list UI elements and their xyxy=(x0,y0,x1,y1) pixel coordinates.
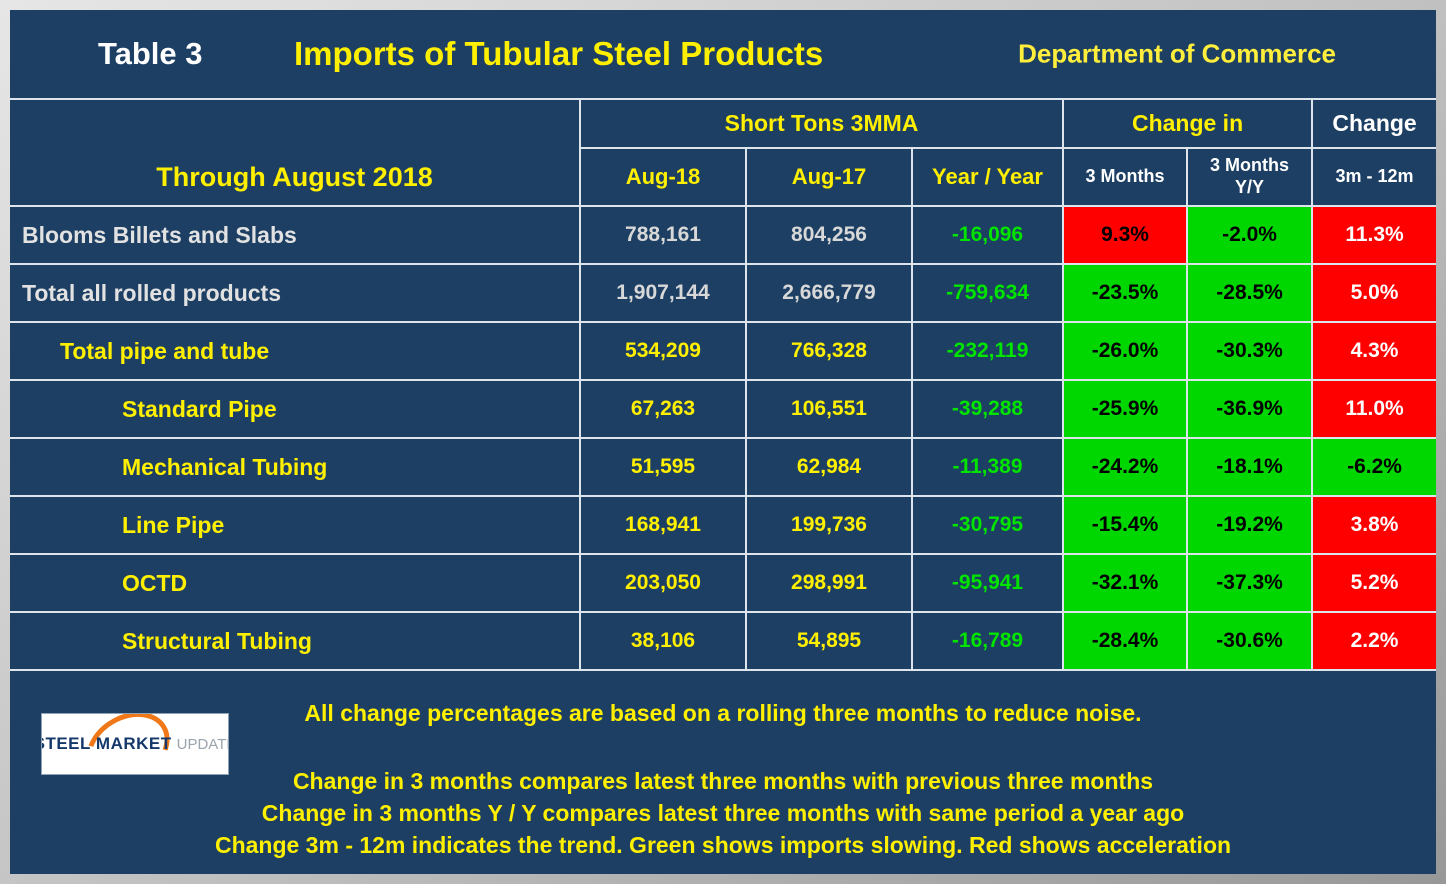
aug18-value: 67,263 xyxy=(579,379,747,439)
group-header-short-tons: Short Tons 3MMA xyxy=(578,98,1065,149)
change-3m-12m-cell: 5.0% xyxy=(1311,263,1436,323)
footnote-trend: Change 3m - 12m indicates the trend. Gre… xyxy=(214,832,1232,858)
change-3m-yy-cell: -19.2% xyxy=(1186,495,1314,555)
change-3m-cell: 9.3% xyxy=(1062,205,1189,265)
footnote-3m-yy: Change in 3 months Y / Y compares latest… xyxy=(261,800,1185,826)
aug17-value: 106,551 xyxy=(745,379,913,439)
group-header-change: Change xyxy=(1311,98,1436,149)
page-title: Imports of Tubular Steel Products xyxy=(294,35,824,72)
col-header-aug18: Aug-18 xyxy=(580,147,747,207)
year-year-value: -95,941 xyxy=(910,553,1065,613)
footnote-noise: All change percentages are based on a ro… xyxy=(304,700,1142,726)
logo-word-update: UPDATE xyxy=(176,735,228,753)
row-label: Total all rolled products xyxy=(10,263,581,323)
period-header: Through August 2018 xyxy=(10,98,581,207)
year-year-value: -39,288 xyxy=(910,379,1065,439)
change-3m-yy-cell: -30.3% xyxy=(1186,321,1314,381)
aug17-value: 766,328 xyxy=(745,321,913,381)
year-year-value: -16,789 xyxy=(910,611,1065,671)
aug18-value: 168,941 xyxy=(579,495,747,555)
year-year-value: -16,096 xyxy=(910,205,1065,265)
change-3m-12m-cell: -6.2% xyxy=(1311,437,1436,497)
col-header-3-months: 3 Months xyxy=(1062,147,1189,207)
row-label: Line Pipe xyxy=(10,495,581,555)
row-label: Total pipe and tube xyxy=(10,321,581,381)
change-3m-cell: -25.9% xyxy=(1062,379,1189,439)
row-label: Structural Tubing xyxy=(10,611,581,671)
change-3m-cell: -24.2% xyxy=(1062,437,1189,497)
table-number: Table 3 xyxy=(98,36,203,71)
table-row: Total all rolled products 1,907,144 2,66… xyxy=(10,263,1436,323)
aug17-value: 199,736 xyxy=(745,495,913,555)
aug17-value: 62,984 xyxy=(745,437,913,497)
change-3m-cell: -32.1% xyxy=(1062,553,1189,613)
aug17-value: 2,666,779 xyxy=(745,263,913,323)
aug18-value: 51,595 xyxy=(579,437,747,497)
aug18-value: 534,209 xyxy=(579,321,747,381)
change-3m-cell: -26.0% xyxy=(1062,321,1189,381)
table-row: OCTD 203,050 298,991 -95,941 -32.1% -37.… xyxy=(10,553,1436,613)
change-3m-cell: -23.5% xyxy=(1062,263,1189,323)
change-3m-12m-cell: 5.2% xyxy=(1311,553,1436,613)
aug17-value: 298,991 xyxy=(745,553,913,613)
change-3m-yy-cell: -2.0% xyxy=(1186,205,1314,265)
year-year-value: -232,119 xyxy=(910,321,1065,381)
table-row: Standard Pipe 67,263 106,551 -39,288 -25… xyxy=(10,379,1436,439)
year-year-value: -30,795 xyxy=(910,495,1065,555)
table-panel: Table 3 Imports of Tubular Steel Product… xyxy=(10,10,1436,874)
footnotes: All change percentages are based on a ro… xyxy=(10,671,1436,861)
aug17-value: 804,256 xyxy=(745,205,913,265)
col-header-3-months-yy-line1: 3 Months xyxy=(1210,155,1290,176)
year-year-value: -11,389 xyxy=(910,437,1065,497)
title-bar: Table 3 Imports of Tubular Steel Product… xyxy=(10,10,1436,98)
group-header-row: Through August 2018 Short Tons 3MMA Chan… xyxy=(10,98,1436,207)
table-row: Blooms Billets and Slabs 788,161 804,256… xyxy=(10,205,1436,265)
year-year-value: -759,634 xyxy=(910,263,1065,323)
table-row: Total pipe and tube 534,209 766,328 -232… xyxy=(10,321,1436,381)
smu-logo: STEEL MARKET UPDATE xyxy=(42,714,228,774)
aug17-value: 54,895 xyxy=(745,611,913,671)
row-label: Standard Pipe xyxy=(10,379,581,439)
change-3m-yy-cell: -30.6% xyxy=(1186,611,1314,671)
change-3m-yy-cell: -37.3% xyxy=(1186,553,1314,613)
aug18-value: 788,161 xyxy=(579,205,747,265)
col-header-3-months-yy: 3 Months Y/Y xyxy=(1186,147,1314,207)
change-3m-yy-cell: -36.9% xyxy=(1186,379,1314,439)
table-row: Mechanical Tubing 51,595 62,984 -11,389 … xyxy=(10,437,1436,497)
change-3m-cell: -28.4% xyxy=(1062,611,1189,671)
change-3m-12m-cell: 3.8% xyxy=(1311,495,1436,555)
column-header-row: Aug-18 Aug-17 Year / Year 3 Months 3 Mon… xyxy=(10,147,1436,207)
group-header-change-in: Change in xyxy=(1062,98,1314,149)
aug18-value: 1,907,144 xyxy=(579,263,747,323)
row-label: Blooms Billets and Slabs xyxy=(10,205,581,265)
aug18-value: 38,106 xyxy=(579,611,747,671)
footnote-3m: Change in 3 months compares latest three… xyxy=(292,768,1154,794)
change-3m-cell: -15.4% xyxy=(1062,495,1189,555)
logo-word-market: MARKET xyxy=(95,734,172,753)
logo-word-steel: STEEL xyxy=(42,734,91,753)
change-3m-yy-cell: -18.1% xyxy=(1186,437,1314,497)
footer: All change percentages are based on a ro… xyxy=(10,671,1436,874)
table-row: Line Pipe 168,941 199,736 -30,795 -15.4%… xyxy=(10,495,1436,555)
col-header-aug17: Aug-17 xyxy=(745,147,913,207)
aug18-value: 203,050 xyxy=(579,553,747,613)
change-3m-12m-cell: 11.0% xyxy=(1311,379,1436,439)
data-source: Department of Commerce xyxy=(1018,38,1336,69)
row-label: OCTD xyxy=(10,553,581,613)
table-row: Structural Tubing 38,106 54,895 -16,789 … xyxy=(10,611,1436,671)
change-3m-yy-cell: -28.5% xyxy=(1186,263,1314,323)
col-header-3m-12m: 3m - 12m xyxy=(1311,147,1436,207)
change-3m-12m-cell: 2.2% xyxy=(1311,611,1436,671)
change-3m-12m-cell: 4.3% xyxy=(1311,321,1436,381)
col-header-3-months-yy-line2: Y/Y xyxy=(1235,177,1265,197)
change-3m-12m-cell: 11.3% xyxy=(1311,205,1436,265)
row-label: Mechanical Tubing xyxy=(10,437,581,497)
imports-table: Through August 2018 Short Tons 3MMA Chan… xyxy=(10,98,1436,671)
col-header-year-year: Year / Year xyxy=(910,147,1065,207)
